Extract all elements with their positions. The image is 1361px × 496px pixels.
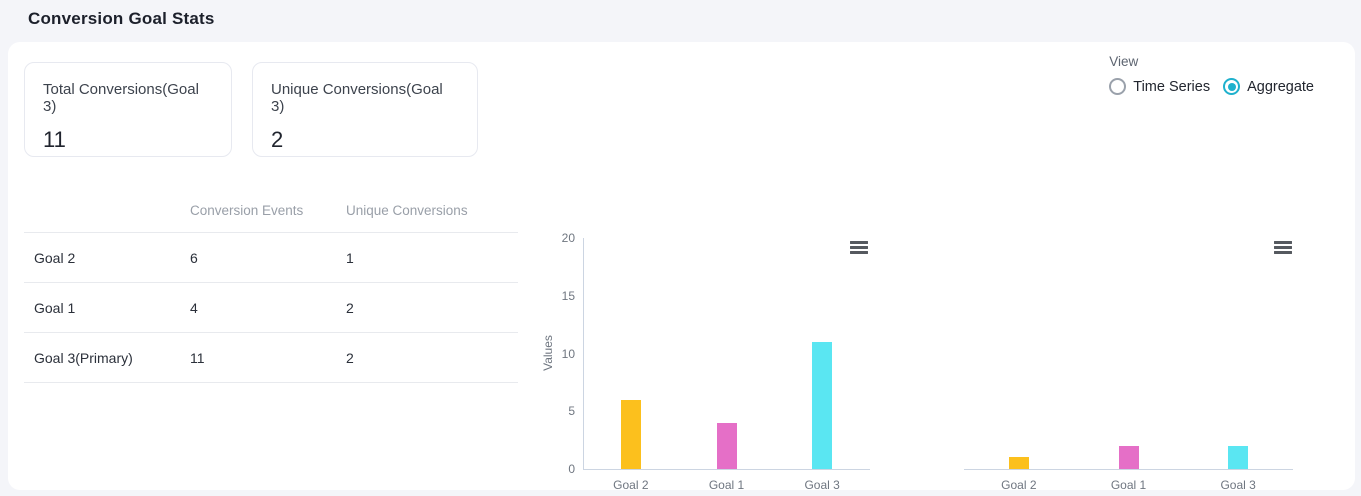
bar-goal-3[interactable] <box>1228 445 1249 469</box>
stat-card-label: Unique Conversions(Goal 3) <box>271 81 443 115</box>
radio-time-series[interactable]: Time Series <box>1109 78 1210 95</box>
menu-bar-line <box>1274 246 1292 249</box>
bar-goal-2[interactable] <box>1008 457 1029 469</box>
content-panel: Total Conversions(Goal 3) 11 Unique Conv… <box>8 42 1355 492</box>
y-axis-tick-label: 0 <box>568 462 575 476</box>
table-cell: Goal 2 <box>24 232 190 283</box>
radio-label: Time Series <box>1133 78 1211 95</box>
x-axis-category-label: Goal 2 <box>1001 478 1037 492</box>
table-cell: 11 <box>190 332 346 383</box>
y-axis-tick-label: 15 <box>561 288 575 303</box>
stat-card-value: 2 <box>271 127 284 152</box>
menu-bar-line <box>1274 241 1292 244</box>
table-cell: 1 <box>346 232 518 283</box>
page-header: Conversion Goal Stats <box>0 0 1361 42</box>
x-axis-category-label: Goal 3 <box>1220 478 1256 492</box>
radio-circle-icon[interactable] <box>1109 78 1127 95</box>
x-axis-category-label: Goal 2 <box>613 478 649 492</box>
menu-bar-line <box>850 246 868 249</box>
table-header: Conversion Events Unique Conversions <box>24 195 518 233</box>
x-axis-line <box>583 469 870 470</box>
y-axis-tick-label: 20 <box>561 231 575 245</box>
chart-menu-hamburger-icon[interactable] <box>850 241 868 256</box>
radio-label: Aggregate <box>1247 78 1314 95</box>
y-axis-tick-label: 5 <box>568 404 575 419</box>
page-title: Conversion Goal Stats <box>28 9 215 28</box>
menu-bar-line <box>1274 251 1292 254</box>
table-column-header: Unique Conversions <box>346 195 518 233</box>
table-cell: 2 <box>346 332 518 383</box>
bar-goal-1[interactable] <box>716 422 737 469</box>
table-cell: 4 <box>190 282 346 333</box>
bar-goal-2[interactable] <box>620 399 641 469</box>
table-column-header <box>24 195 190 233</box>
menu-bar-line <box>850 241 868 244</box>
bar-goal-3[interactable] <box>812 341 833 469</box>
stat-card-unique-conversions: Unique Conversions(Goal 3) 2 <box>252 62 478 157</box>
view-label: View <box>1109 54 1139 69</box>
x-axis-line <box>964 469 1293 470</box>
stat-card-label: Total Conversions(Goal 3) <box>43 81 199 115</box>
y-axis-line <box>583 238 584 469</box>
table-cell: Goal 3(Primary) <box>24 332 190 383</box>
chart-menu-hamburger-icon[interactable] <box>1274 241 1292 256</box>
table-cell: 2 <box>346 282 518 333</box>
bar-goal-1[interactable] <box>1118 445 1139 469</box>
menu-bar-line <box>850 251 868 254</box>
table-row: Goal 3(Primary) 11 2 <box>24 332 518 383</box>
y-axis-title: Values <box>541 334 555 371</box>
y-axis-tick-label: 10 <box>561 346 575 361</box>
x-axis-category-label: Goal 1 <box>708 478 745 492</box>
stat-card-value: 11 <box>43 127 66 152</box>
view-control: View Time Series Aggregate <box>1109 54 1321 95</box>
view-radio-group: Time Series Aggregate <box>1109 78 1321 95</box>
stat-card-total-conversions: Total Conversions(Goal 3) 11 <box>24 62 232 157</box>
table-cell: Goal 1 <box>24 282 190 333</box>
x-axis-category-label: Goal 1 <box>1110 478 1147 492</box>
table-cell: 6 <box>190 232 346 283</box>
table-column-header: Conversion Events <box>190 195 346 233</box>
radio-circle-icon[interactable] <box>1223 78 1241 95</box>
x-axis-category-label: Goal 3 <box>804 478 840 492</box>
radio-aggregate[interactable]: Aggregate <box>1223 78 1314 95</box>
conversion-goals-table: Conversion Events Unique Conversions Goal… <box>24 195 518 383</box>
